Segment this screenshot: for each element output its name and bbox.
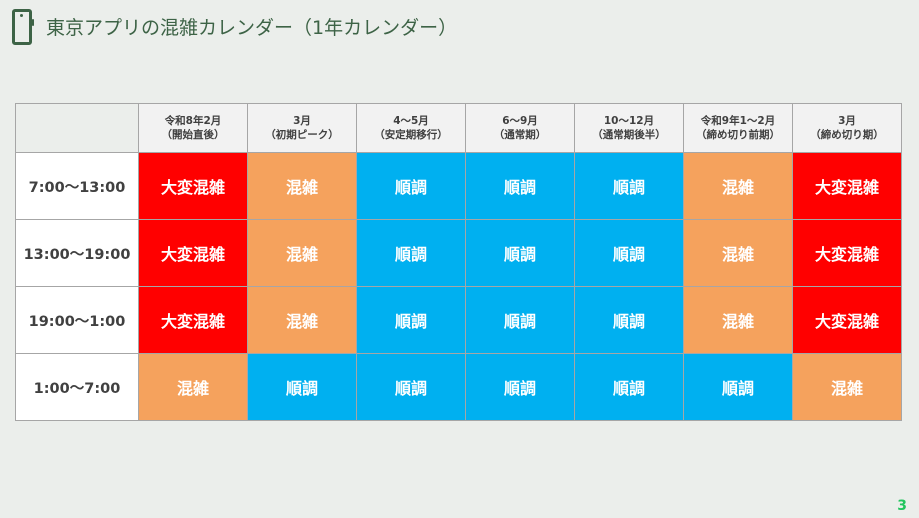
congestion-calendar-table: 令和8年2月 （開始直後） 3月 （初期ピーク） 4～5月 （安定期移行） 6～9月 （通常期… — [15, 103, 902, 421]
congestion-cell: 混雑 — [683, 219, 793, 287]
congestion-cell: 順調 — [683, 353, 793, 421]
congestion-cell: 順調 — [465, 286, 575, 354]
congestion-cell: 大変混雑 — [138, 286, 248, 354]
column-phase: （通常期後半） — [592, 129, 666, 141]
column-period: 10～12月 — [603, 115, 655, 127]
congestion-cell: 混雑 — [792, 353, 902, 421]
page-number: 3 — [897, 498, 907, 514]
column-phase: （締め切り期） — [810, 129, 884, 141]
header-row: 令和8年2月 （開始直後） 3月 （初期ピーク） 4～5月 （安定期移行） 6～9月 （通常期… — [15, 103, 902, 153]
slide-header: 東京アプリの混雑カレンダー（1年カレンダー） — [12, 6, 457, 46]
column-header: 4～5月 （安定期移行） — [356, 103, 466, 153]
column-header: 3月 （初期ピーク） — [247, 103, 357, 153]
congestion-cell: 大変混雑 — [792, 286, 902, 354]
congestion-cell: 順調 — [356, 353, 466, 421]
congestion-cell: 順調 — [465, 353, 575, 421]
congestion-cell: 混雑 — [683, 152, 793, 220]
time-slot-label: 19:00～1:00 — [15, 286, 139, 354]
column-phase: （開始直後） — [161, 129, 225, 141]
column-phase: （締め切り前期） — [696, 129, 780, 141]
column-phase: （安定期移行） — [374, 129, 448, 141]
column-period: 3月 — [293, 115, 311, 127]
column-period: 令和8年2月 — [164, 115, 222, 127]
column-period: 令和9年1～2月 — [700, 115, 776, 127]
time-slot-label: 13:00～19:00 — [15, 219, 139, 287]
column-header: 3月 （締め切り期） — [792, 103, 902, 153]
table-row: 7:00～13:00 大変混雑 混雑 順調 順調 順調 混雑 大変混雑 — [15, 152, 902, 220]
congestion-cell: 順調 — [574, 219, 684, 287]
column-header: 6～9月 （通常期） — [465, 103, 575, 153]
column-period: 6～9月 — [502, 115, 538, 127]
congestion-cell: 順調 — [356, 152, 466, 220]
congestion-cell: 順調 — [247, 353, 357, 421]
congestion-cell: 順調 — [356, 286, 466, 354]
time-slot-label: 7:00～13:00 — [15, 152, 139, 220]
column-period: 3月 — [838, 115, 856, 127]
congestion-cell: 混雑 — [683, 286, 793, 354]
table-row: 13:00～19:00 大変混雑 混雑 順調 順調 順調 混雑 大変混雑 — [15, 219, 902, 287]
congestion-cell: 順調 — [574, 353, 684, 421]
column-header: 令和8年2月 （開始直後） — [138, 103, 248, 153]
congestion-cell: 大変混雑 — [138, 219, 248, 287]
congestion-cell: 大変混雑 — [138, 152, 248, 220]
table-row: 1:00～7:00 混雑 順調 順調 順調 順調 順調 混雑 — [15, 353, 902, 421]
column-phase: （初期ピーク） — [265, 129, 339, 141]
smartphone-icon — [12, 9, 34, 45]
column-phase: （通常期） — [493, 129, 547, 141]
table-row: 19:00～1:00 大変混雑 混雑 順調 順調 順調 混雑 大変混雑 — [15, 286, 902, 354]
column-header: 10～12月 （通常期後半） — [574, 103, 684, 153]
congestion-cell: 順調 — [574, 286, 684, 354]
congestion-cell: 混雑 — [247, 286, 357, 354]
congestion-cell: 順調 — [465, 152, 575, 220]
congestion-cell: 大変混雑 — [792, 152, 902, 220]
congestion-cell: 順調 — [356, 219, 466, 287]
page-title: 東京アプリの混雑カレンダー（1年カレンダー） — [46, 16, 458, 39]
congestion-cell: 順調 — [574, 152, 684, 220]
congestion-cell: 大変混雑 — [792, 219, 902, 287]
time-slot-label: 1:00～7:00 — [15, 353, 139, 421]
congestion-cell: 混雑 — [247, 152, 357, 220]
column-header: 令和9年1～2月 （締め切り前期） — [683, 103, 793, 153]
congestion-cell: 混雑 — [247, 219, 357, 287]
corner-cell — [15, 103, 139, 153]
congestion-cell: 順調 — [465, 219, 575, 287]
congestion-cell: 混雑 — [138, 353, 248, 421]
column-period: 4～5月 — [393, 115, 429, 127]
